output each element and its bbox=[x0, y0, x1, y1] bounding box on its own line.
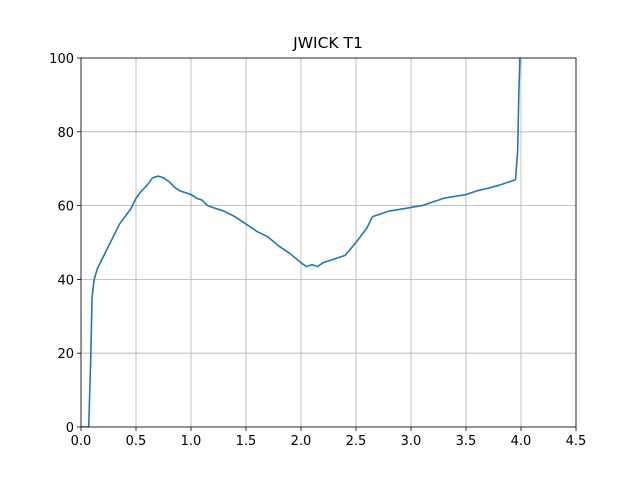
axes-frame bbox=[80, 57, 577, 428]
x-tick-label: 2.0 bbox=[291, 434, 312, 449]
x-tick-label: 0.5 bbox=[126, 434, 147, 449]
y-tick-label: 100 bbox=[49, 52, 74, 67]
y-tick-label: 60 bbox=[57, 200, 74, 215]
x-tick-label: 3.5 bbox=[456, 434, 477, 449]
x-tick-label: 0.0 bbox=[71, 434, 92, 449]
x-tick-label: 2.5 bbox=[346, 434, 367, 449]
y-tick-label: 20 bbox=[57, 347, 74, 362]
x-tick-label: 1.0 bbox=[181, 434, 202, 449]
chart-title: JWICK T1 bbox=[292, 34, 363, 52]
x-tick-label: 1.5 bbox=[236, 434, 257, 449]
y-tick-label: 40 bbox=[57, 273, 74, 288]
x-tick-label: 4.0 bbox=[511, 434, 532, 449]
x-tick-label: 3.0 bbox=[401, 434, 422, 449]
y-tick-label: 0 bbox=[66, 421, 74, 436]
y-tick-label: 80 bbox=[57, 126, 74, 141]
data-line bbox=[81, 58, 521, 427]
ticks: 0.0 0.5 1.0 1.5 2.0 2.5 3.0 3.5 4.0 4.5 0 20 40 60 80 1… bbox=[49, 52, 586, 449]
plot-area bbox=[81, 58, 521, 427]
x-tick-label: 4.5 bbox=[566, 434, 587, 449]
